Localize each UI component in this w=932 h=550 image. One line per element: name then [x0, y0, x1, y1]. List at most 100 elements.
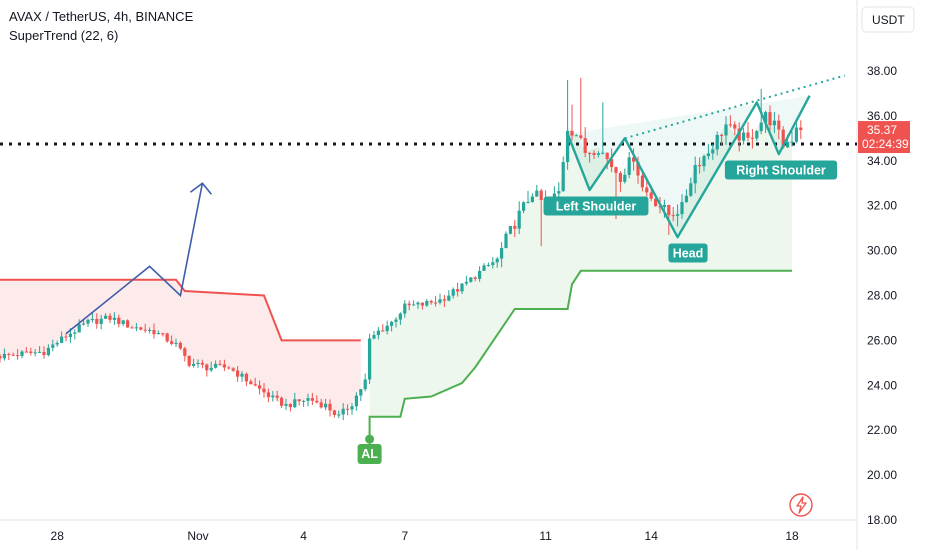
chart-grid: [0, 0, 858, 550]
head-label: Head: [673, 247, 704, 261]
candle-body: [363, 379, 367, 390]
drawings[interactable]: [65, 74, 846, 335]
candle-body: [236, 370, 240, 377]
candle-body: [126, 320, 130, 328]
candle-body: [720, 134, 724, 136]
candle-body: [583, 138, 587, 153]
signal-badge: [357, 444, 382, 464]
candle-body: [148, 330, 152, 332]
symbol-title[interactable]: AVAX / TetherUS, 4h, BINANCE: [9, 9, 194, 24]
candle-body: [636, 161, 640, 176]
candle-body: [205, 364, 209, 371]
candle-body: [341, 408, 345, 415]
candle-body: [504, 233, 508, 248]
candles: [0, 77, 803, 421]
candle-body: [60, 336, 64, 343]
candle-body: [214, 363, 218, 368]
candle-body: [324, 403, 328, 408]
candle-body: [24, 351, 28, 353]
signal-dot: [365, 434, 375, 444]
time-tick-label: 18: [785, 529, 799, 543]
candle-body: [570, 130, 574, 136]
candle-body: [240, 373, 244, 377]
candle-body: [271, 395, 275, 398]
candle-body: [376, 330, 380, 336]
candle-body: [460, 283, 464, 292]
candle-body: [610, 159, 614, 168]
candle-body: [535, 190, 539, 197]
price-tick-label: 26.00: [867, 333, 897, 347]
candle-body: [755, 131, 759, 139]
candle-body: [117, 317, 121, 325]
candle-body: [11, 354, 15, 356]
candle-body: [667, 204, 671, 216]
candle-body: [196, 362, 200, 364]
candle-body: [438, 299, 442, 303]
candle-body: [715, 134, 719, 150]
candle-body: [777, 120, 781, 130]
candle-body: [764, 112, 768, 123]
candle-body: [244, 373, 248, 382]
price-tick-label: 34.00: [867, 154, 897, 168]
candle-body: [508, 226, 512, 234]
candle-body: [222, 364, 226, 368]
time-tick-label: 4: [300, 529, 307, 543]
candle-body: [486, 265, 490, 267]
candle-body: [95, 319, 99, 324]
candle-body: [574, 135, 578, 137]
candle-body: [632, 157, 636, 162]
time-tick-label: 14: [645, 529, 659, 543]
candle-body: [596, 153, 600, 155]
candle-body: [64, 336, 68, 338]
candle-body: [42, 351, 46, 356]
time-tick-label: Nov: [187, 529, 208, 543]
candle-body: [434, 302, 438, 304]
candle-body: [469, 277, 473, 282]
candle-body: [99, 318, 103, 324]
candle-body: [2, 353, 6, 359]
candle-body: [288, 404, 292, 408]
price-tick-label: 22.00: [867, 423, 897, 437]
candle-body: [82, 323, 86, 325]
signal-label: AL: [361, 447, 378, 461]
candle-body: [403, 303, 407, 314]
price-tick-label: 36.00: [867, 109, 897, 123]
candle-body: [192, 363, 196, 366]
time-axis[interactable]: 28 Nov 4 7 11 14 18: [51, 529, 799, 543]
candle-body: [416, 302, 420, 305]
candle-body: [733, 124, 737, 129]
price-axis[interactable]: USDT 18.00 20.00 22.00 24.00 26.00 28.00 30.00 3…: [789, 6, 915, 527]
candle-body: [55, 342, 59, 345]
price-tick-label: 20.00: [867, 468, 897, 482]
candle-body: [280, 397, 284, 406]
candle-body: [231, 368, 235, 371]
candle-body: [178, 342, 182, 349]
lightning-icon: [789, 493, 813, 517]
candle-body: [297, 399, 301, 402]
lightning-icon-ring: [789, 493, 813, 517]
candle-body: [46, 347, 50, 356]
price-tick-label: 18.00: [867, 513, 897, 527]
candle-body: [561, 162, 565, 192]
candle-body: [781, 129, 785, 148]
supertrend-lines: [0, 269, 792, 440]
candle-body: [385, 325, 389, 332]
candle-body: [275, 395, 279, 398]
candle-body: [768, 112, 772, 126]
last-price-tag: [858, 121, 910, 154]
candle-body: [759, 122, 763, 132]
candle-body: [451, 289, 455, 296]
candle-body: [130, 327, 134, 329]
candle-body: [526, 201, 530, 203]
candle-body: [33, 352, 37, 354]
candle-body: [495, 258, 499, 263]
candle-body: [680, 202, 684, 215]
candle-body: [579, 135, 583, 139]
supertrend-down-line: [0, 278, 361, 342]
indicator-legend[interactable]: SuperTrend (22, 6): [9, 28, 119, 43]
candle-body: [354, 395, 358, 407]
candle-body: [372, 335, 376, 339]
candle-body: [473, 277, 477, 279]
candle-body: [592, 152, 596, 155]
